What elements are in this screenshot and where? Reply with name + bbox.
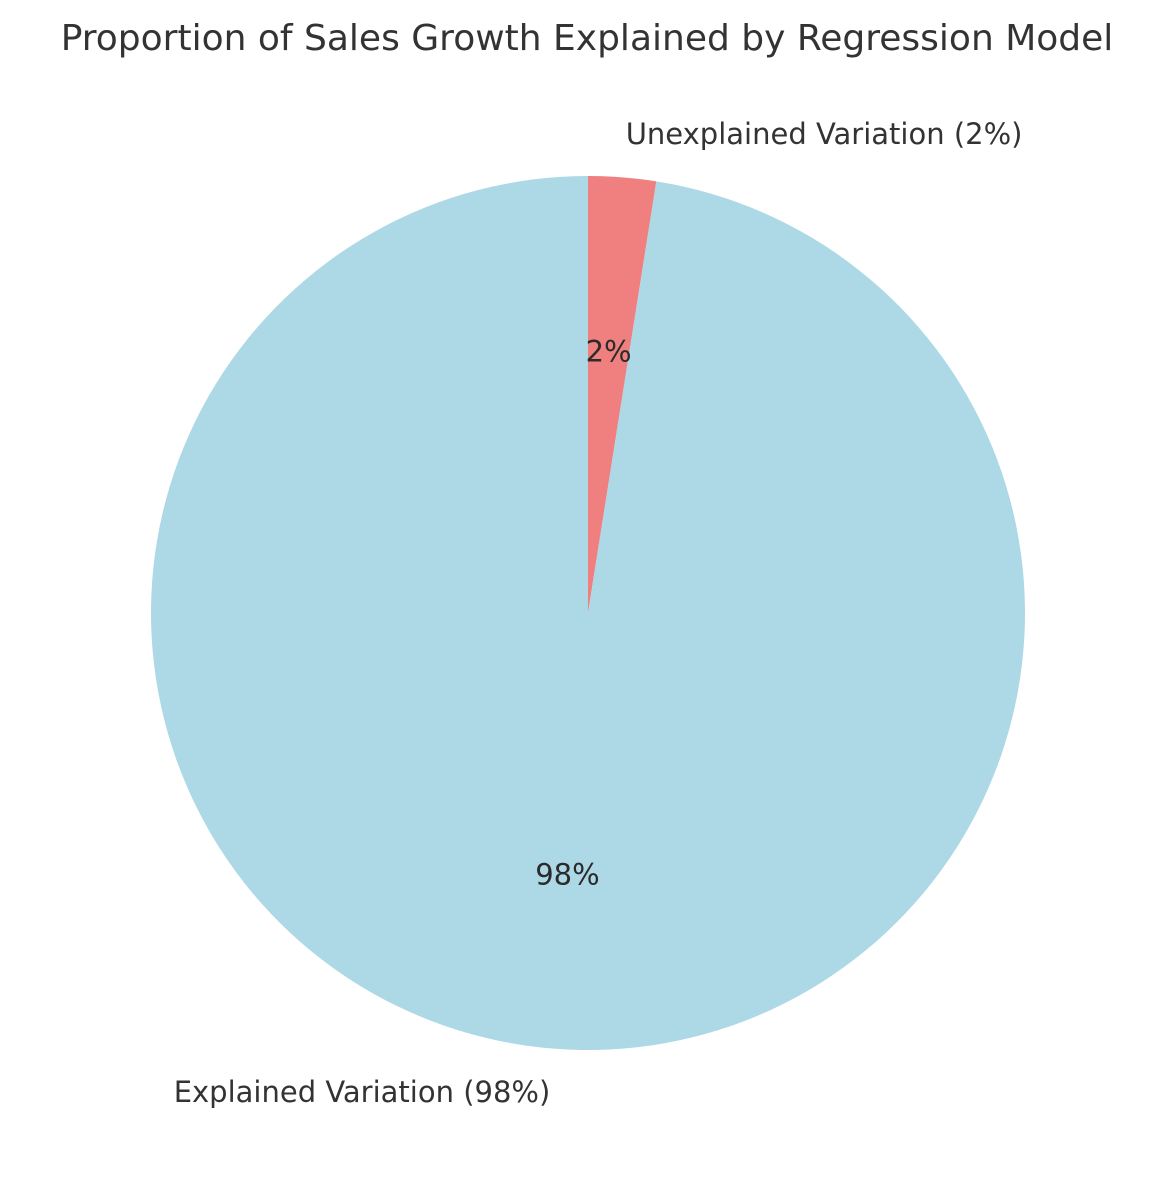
pie-percent-label-0: 2%: [586, 335, 632, 369]
pie-category-label-1: Explained Variation (98%): [174, 1075, 551, 1109]
pie-labels: 2% Unexplained Variation (2%) 98% Explained…: [174, 117, 1023, 1109]
pie-slice-1: [150, 176, 1025, 1050]
pie-category-label-0: Unexplained Variation (2%): [626, 117, 1023, 151]
pie-slice-0: [588, 176, 657, 613]
pie-slices: [150, 176, 1025, 1050]
chart-title: Proportion of Sales Growth Explained by …: [61, 18, 1114, 59]
pie-percent-label-1: 98%: [535, 857, 599, 891]
